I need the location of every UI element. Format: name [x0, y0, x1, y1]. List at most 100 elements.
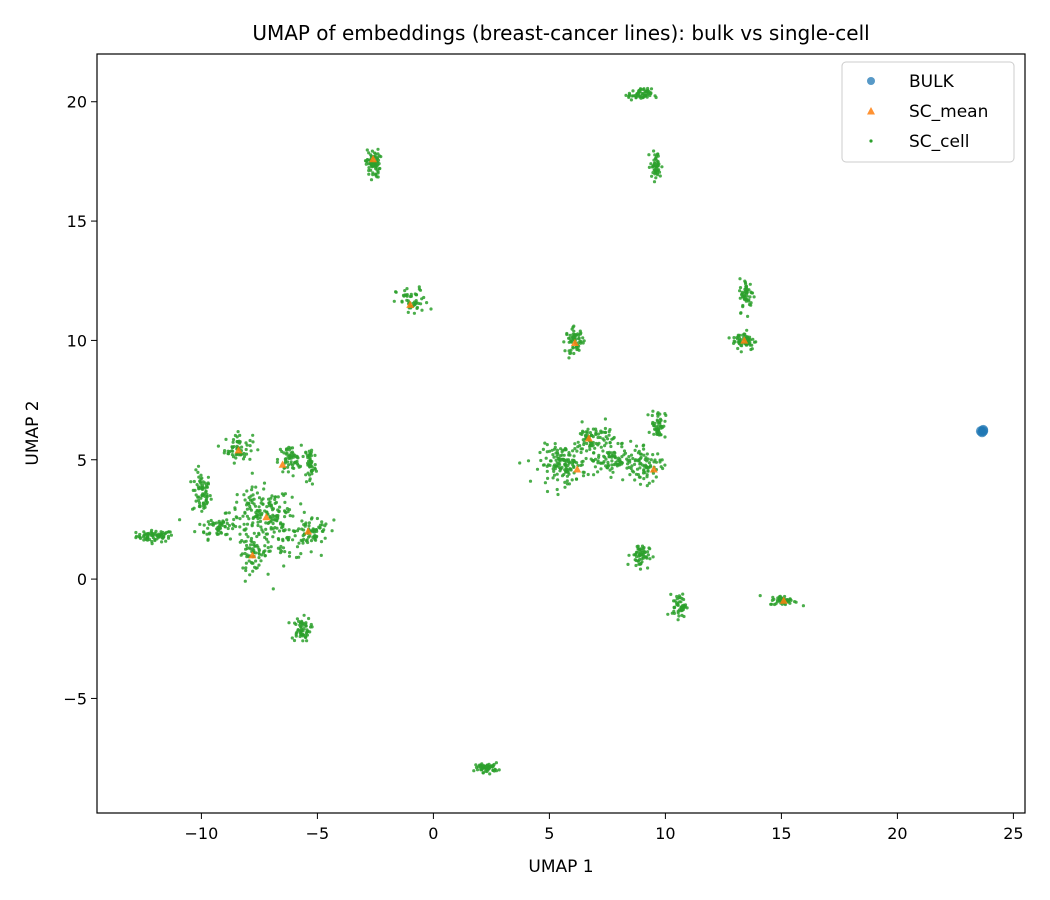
- sc-cell-point: [572, 464, 576, 469]
- sc-cell-point: [271, 521, 275, 526]
- sc-cell-point: [535, 467, 540, 471]
- sc-cell-point: [603, 455, 607, 459]
- sc-cell-point: [245, 543, 249, 548]
- sc-cell-point: [318, 523, 323, 527]
- sc-cell-point: [581, 474, 586, 478]
- sc-cell-point: [244, 452, 249, 456]
- ticks-layer: −10 −5 0 5 10 15 20 25 −5 0 5 10 15 20: [63, 93, 1023, 843]
- sc-cell-point: [169, 533, 173, 537]
- sc-cell-point: [233, 506, 237, 510]
- sc-cell-point: [235, 500, 239, 504]
- sc-cell-point: [223, 525, 227, 529]
- sc-cell-point: [307, 449, 311, 453]
- sc-cell-point: [255, 534, 259, 539]
- sc-cell-point: [620, 445, 624, 449]
- sc-cell-point: [653, 94, 657, 98]
- sc-cell-point: [414, 300, 418, 305]
- sc-cell-point: [263, 535, 267, 540]
- sc-cell-point: [155, 533, 160, 538]
- sc-cell-point: [556, 457, 560, 461]
- sc-cell-point: [200, 476, 204, 480]
- sc-cell-point: [560, 450, 564, 454]
- sc-cell-point: [203, 481, 207, 485]
- sc-cell-point: [309, 622, 313, 627]
- sc-cell-point: [255, 491, 259, 495]
- x-tick-label: 15: [771, 824, 791, 843]
- sc-cell-point: [295, 630, 299, 634]
- sc-cell-point: [565, 479, 569, 483]
- sc-cell-point: [493, 767, 497, 771]
- sc-cell-point: [300, 633, 304, 637]
- sc-cell-point: [282, 564, 286, 568]
- sc-cell-point: [679, 600, 683, 604]
- sc-cell-point: [651, 420, 655, 425]
- sc-cell-point: [293, 534, 297, 538]
- sc-cell-point: [226, 452, 231, 456]
- sc-cell-point: [270, 508, 275, 512]
- sc-cell-point: [221, 520, 226, 524]
- sc-cell-point: [248, 573, 252, 577]
- sc-cell-point: [211, 521, 215, 525]
- sc-cell-point: [256, 514, 260, 518]
- sc-cell-point: [633, 478, 637, 482]
- sc-cell-point: [420, 297, 424, 301]
- sc-cell-point: [247, 496, 251, 500]
- sc-cell-point: [651, 479, 655, 483]
- sc-cell-point: [585, 430, 589, 434]
- sc-cell-point: [376, 152, 380, 156]
- sc-cell-point: [528, 479, 533, 483]
- sc-mean-point: [649, 465, 658, 473]
- sc-cell-point: [290, 446, 295, 450]
- sc-cell-point: [557, 465, 561, 470]
- sc-cell-point: [601, 449, 605, 453]
- sc-cell-point: [543, 441, 547, 445]
- sc-cell-point: [196, 470, 200, 474]
- sc-cell-point: [563, 463, 567, 467]
- sc-cell-point: [143, 532, 147, 536]
- sc-cell-point: [257, 563, 261, 567]
- sc-cell-point: [365, 148, 369, 152]
- sc-cell-point: [250, 488, 254, 492]
- sc-cell-point: [309, 454, 313, 458]
- sc-cell-point: [636, 559, 640, 563]
- sc-cell-point: [672, 605, 676, 609]
- sc-cell-point: [656, 162, 660, 166]
- sc-cell-point: [738, 277, 742, 281]
- sc-cell-point: [591, 459, 596, 463]
- sc-cell-point: [551, 467, 555, 471]
- sc-cell-point: [271, 535, 275, 539]
- sc-cell-point: [244, 447, 248, 452]
- sc-cell-point: [732, 336, 736, 340]
- sc-cell-point: [234, 515, 238, 519]
- sc-cell-point: [268, 549, 272, 553]
- sc-cell-point: [242, 493, 246, 497]
- sc-cell-point: [592, 473, 596, 477]
- sc-cell-point: [374, 173, 378, 177]
- sc-cell-point: [609, 475, 613, 479]
- sc-cell-point: [631, 456, 635, 461]
- sc-cell-point: [576, 440, 580, 444]
- sc-cell-point: [206, 520, 210, 524]
- sc-cell-point: [225, 532, 229, 536]
- sc-cell-point: [546, 476, 550, 480]
- sc-cell-point: [225, 518, 229, 522]
- sc-cell-point: [636, 459, 640, 463]
- sc-cell-point: [641, 546, 645, 551]
- sc-cell-point: [593, 446, 597, 450]
- sc-cell-point: [603, 430, 608, 435]
- sc-cell-point: [230, 453, 234, 457]
- legend-marker-bulk: [867, 77, 875, 85]
- sc-cell-point: [647, 165, 652, 169]
- sc-cell-point: [269, 545, 273, 549]
- y-tick-label: 5: [77, 451, 87, 470]
- sc-cell-point: [194, 493, 198, 497]
- sc-mean-point: [304, 527, 313, 535]
- sc-cell-point: [300, 519, 304, 523]
- sc-cell-point: [206, 538, 210, 542]
- sc-cell-point: [553, 442, 557, 446]
- legend-label-sc-mean: SC_mean: [909, 102, 988, 122]
- y-tick-label: 20: [67, 93, 87, 112]
- sc-cell-point: [248, 457, 252, 461]
- sc-cell-point: [194, 468, 198, 472]
- sc-cell-point: [563, 480, 567, 484]
